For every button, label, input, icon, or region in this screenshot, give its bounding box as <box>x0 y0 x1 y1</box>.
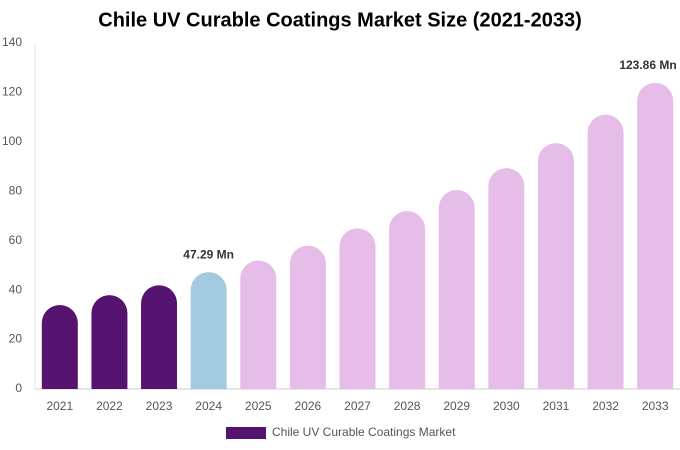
bar <box>240 260 277 389</box>
x-tick-label: 2027 <box>344 399 371 413</box>
bar <box>190 272 227 389</box>
legend-swatch <box>226 427 266 439</box>
x-tick-label: 2025 <box>245 399 272 413</box>
y-tick-label: 20 <box>9 332 23 346</box>
x-tick-label: 2031 <box>543 399 570 413</box>
y-tick-label: 140 <box>2 35 22 49</box>
bar <box>438 190 475 389</box>
bar <box>488 168 525 389</box>
y-tick-label: 40 <box>9 282 23 296</box>
x-tick-label: 2029 <box>443 399 470 413</box>
x-tick-label: 2024 <box>195 399 222 413</box>
x-tick-label: 2030 <box>493 399 520 413</box>
legend-label: Chile UV Curable Coatings Market <box>272 425 456 439</box>
y-tick-label: 80 <box>9 183 23 197</box>
bar <box>141 285 178 389</box>
bar <box>289 245 326 389</box>
x-tick-label: 2033 <box>642 399 669 413</box>
value-label: 47.29 Mn <box>183 247 234 261</box>
y-tick-label: 60 <box>9 233 23 247</box>
chart-title: Chile UV Curable Coatings Market Size (2… <box>98 9 582 31</box>
bar <box>389 211 426 389</box>
value-label: 123.86 Mn <box>619 58 676 72</box>
bar <box>91 295 128 389</box>
x-tick-label: 2023 <box>146 399 173 413</box>
x-tick-label: 2032 <box>592 399 619 413</box>
x-tick-label: 2021 <box>46 399 73 413</box>
y-tick-label: 0 <box>15 381 22 395</box>
bar <box>537 143 574 389</box>
bar <box>41 304 78 389</box>
x-tick-label: 2026 <box>295 399 322 413</box>
bar <box>637 82 674 389</box>
bar <box>339 228 376 389</box>
x-tick-label: 2022 <box>96 399 123 413</box>
y-tick-label: 120 <box>2 85 22 99</box>
bar <box>587 114 624 389</box>
x-tick-label: 2028 <box>394 399 421 413</box>
y-tick-label: 100 <box>2 134 22 148</box>
